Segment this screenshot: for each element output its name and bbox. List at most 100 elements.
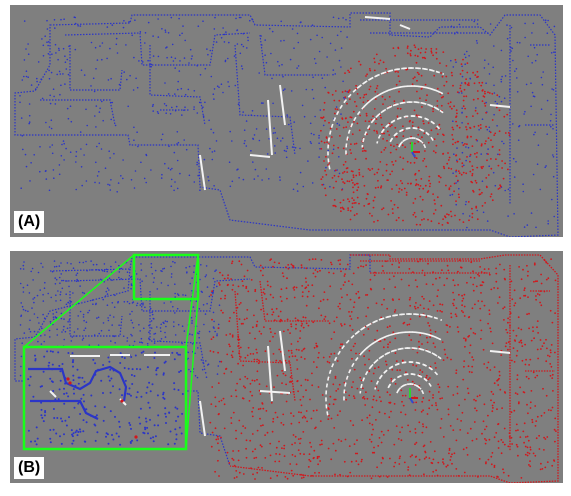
scan-point <box>535 226 537 229</box>
scan-point <box>528 312 530 315</box>
scan-point <box>361 458 363 461</box>
scan-point <box>245 285 248 288</box>
scan-point <box>152 436 155 439</box>
scan-point <box>190 58 193 60</box>
scan-point <box>165 112 167 114</box>
scan-point <box>526 454 529 457</box>
scan-point <box>72 388 75 391</box>
scan-point <box>278 453 281 456</box>
scan-point <box>303 358 306 360</box>
scan-point <box>204 101 206 104</box>
scan-point <box>64 55 66 57</box>
scan-point <box>172 260 174 263</box>
scan-point <box>427 190 430 192</box>
scan-point <box>274 152 277 154</box>
scan-point <box>276 474 279 477</box>
scan-point <box>549 363 552 365</box>
scan-point <box>305 281 307 283</box>
scan-point <box>416 285 419 288</box>
scan-point <box>28 121 31 123</box>
scan-point <box>536 320 539 322</box>
scan-point <box>427 322 429 324</box>
scan-point <box>399 455 401 458</box>
scan-point <box>391 368 394 371</box>
scan-point <box>432 458 435 461</box>
scan-point <box>174 67 176 69</box>
scan-point <box>473 421 476 423</box>
scan-point <box>404 146 407 149</box>
scan-point <box>242 111 244 113</box>
scan-point <box>164 336 167 338</box>
scan-point <box>539 301 541 304</box>
scan-point <box>500 452 503 455</box>
scan-point <box>481 284 483 287</box>
scan-point <box>162 321 164 324</box>
scan-point <box>356 317 359 319</box>
scan-point <box>179 369 182 372</box>
scan-point <box>505 328 508 331</box>
scan-point <box>264 457 267 459</box>
scan-point <box>353 397 356 399</box>
scan-point <box>508 134 511 137</box>
scan-point <box>183 57 186 59</box>
scan-point <box>333 320 336 323</box>
scan-point <box>461 111 463 114</box>
scan-point <box>55 278 58 281</box>
scan-point <box>296 32 299 35</box>
scan-point <box>353 202 356 204</box>
scan-point <box>466 71 469 74</box>
scan-point <box>28 328 31 330</box>
scan-point <box>319 300 322 303</box>
scan-point <box>296 67 298 69</box>
scan-point <box>290 343 293 345</box>
scan-point <box>247 290 250 293</box>
scan-point <box>498 187 501 190</box>
scan-point <box>476 42 479 44</box>
scan-point <box>323 160 325 162</box>
scan-point <box>456 147 458 149</box>
scan-point <box>471 356 474 358</box>
scan-point <box>23 75 25 78</box>
scan-point <box>40 343 43 345</box>
scan-point <box>266 153 269 155</box>
scan-point <box>131 302 134 304</box>
scan-point <box>274 131 277 134</box>
scan-point <box>466 432 469 434</box>
scan-point <box>51 363 54 366</box>
scan-point <box>214 470 217 473</box>
scan-point <box>102 99 105 101</box>
scan-arc <box>356 67 445 90</box>
scan-point <box>138 60 140 62</box>
scan-point <box>25 70 28 72</box>
scan-point <box>198 308 201 310</box>
scan-point <box>358 174 361 176</box>
scan-point <box>154 351 156 354</box>
scan-point <box>441 224 444 226</box>
scan-point <box>58 276 61 279</box>
scan-point <box>504 162 506 165</box>
scan-point <box>214 330 216 333</box>
scan-point <box>32 395 35 398</box>
scan-point <box>310 142 313 145</box>
scan-point <box>104 295 107 297</box>
scan-point <box>302 395 305 398</box>
scan-point <box>181 342 183 345</box>
scan-point <box>459 84 462 87</box>
scan-point <box>231 288 234 291</box>
scan-point <box>193 108 195 111</box>
scan-point <box>414 54 417 57</box>
scan-point <box>119 362 122 364</box>
scan-point <box>19 95 21 97</box>
scan-point <box>463 53 466 56</box>
scan-point <box>354 100 356 103</box>
scan-point <box>157 414 160 417</box>
scan-point <box>482 420 485 423</box>
scan-point <box>151 313 154 316</box>
scan-point <box>462 448 465 451</box>
scan-point <box>55 432 58 435</box>
scan-point <box>55 294 57 296</box>
scan-point <box>398 457 401 460</box>
scan-point <box>113 152 115 155</box>
scan-point <box>121 356 124 358</box>
scan-point <box>72 439 75 442</box>
